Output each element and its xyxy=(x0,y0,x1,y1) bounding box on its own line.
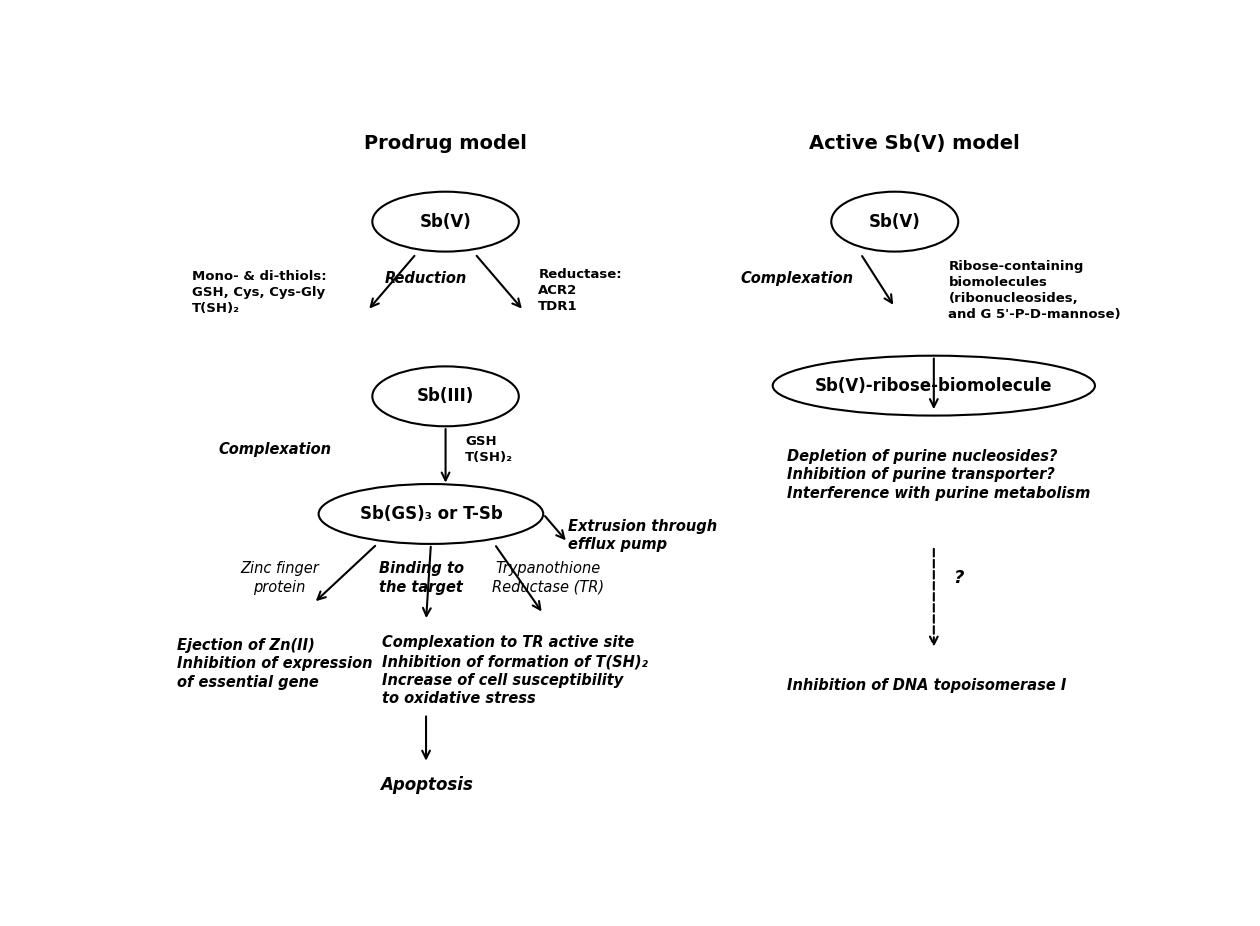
Text: Sb(V): Sb(V) xyxy=(869,213,921,231)
Text: Active Sb(V) model: Active Sb(V) model xyxy=(809,133,1019,153)
Text: Trypanothione
Reductase (TR): Trypanothione Reductase (TR) xyxy=(493,561,604,594)
Text: Binding to
the target: Binding to the target xyxy=(379,561,464,594)
Text: Ejection of Zn(II)
Inhibition of expression
of essential gene: Ejection of Zn(II) Inhibition of express… xyxy=(176,638,373,690)
Text: Reduction: Reduction xyxy=(384,271,467,286)
Ellipse shape xyxy=(373,367,519,426)
Text: Sb(GS)₃ or T-Sb: Sb(GS)₃ or T-Sb xyxy=(359,505,503,523)
Text: Sb(V): Sb(V) xyxy=(420,213,471,231)
Text: Extrusion through
efflux pump: Extrusion through efflux pump xyxy=(567,519,717,552)
Text: Apoptosis: Apoptosis xyxy=(379,776,472,794)
Text: Depletion of purine nucleosides?
Inhibition of purine transporter?
Interference : Depletion of purine nucleosides? Inhibit… xyxy=(788,449,1091,501)
Ellipse shape xyxy=(319,484,543,544)
Text: Complexation: Complexation xyxy=(741,271,853,286)
Text: Reductase:
ACR2
TDR1: Reductase: ACR2 TDR1 xyxy=(538,269,622,313)
Text: Prodrug model: Prodrug model xyxy=(364,133,527,153)
Text: GSH
T(SH)₂: GSH T(SH)₂ xyxy=(465,435,513,464)
Ellipse shape xyxy=(772,356,1095,416)
Text: Complexation to TR active site
Inhibition of formation of T(SH)₂
Increase of cel: Complexation to TR active site Inhibitio… xyxy=(382,635,648,707)
Ellipse shape xyxy=(373,192,519,252)
Text: Sb(III): Sb(III) xyxy=(417,387,474,406)
Text: Mono- & di-thiols:
GSH, Cys, Cys-Gly
T(SH)₂: Mono- & di-thiols: GSH, Cys, Cys-Gly T(S… xyxy=(192,270,326,316)
Text: Sb(V)-ribose-biomolecule: Sb(V)-ribose-biomolecule xyxy=(815,377,1052,394)
Text: Complexation: Complexation xyxy=(218,443,331,457)
Ellipse shape xyxy=(832,192,959,252)
Text: Ribose-containing
biomolecules
(ribonucleosides,
and G 5'-P-D-mannose): Ribose-containing biomolecules (ribonucl… xyxy=(949,260,1121,321)
Text: Zinc finger
protein: Zinc finger protein xyxy=(241,561,319,594)
Text: Inhibition of DNA topoisomerase I: Inhibition of DNA topoisomerase I xyxy=(788,678,1067,693)
Text: ?: ? xyxy=(954,569,964,587)
